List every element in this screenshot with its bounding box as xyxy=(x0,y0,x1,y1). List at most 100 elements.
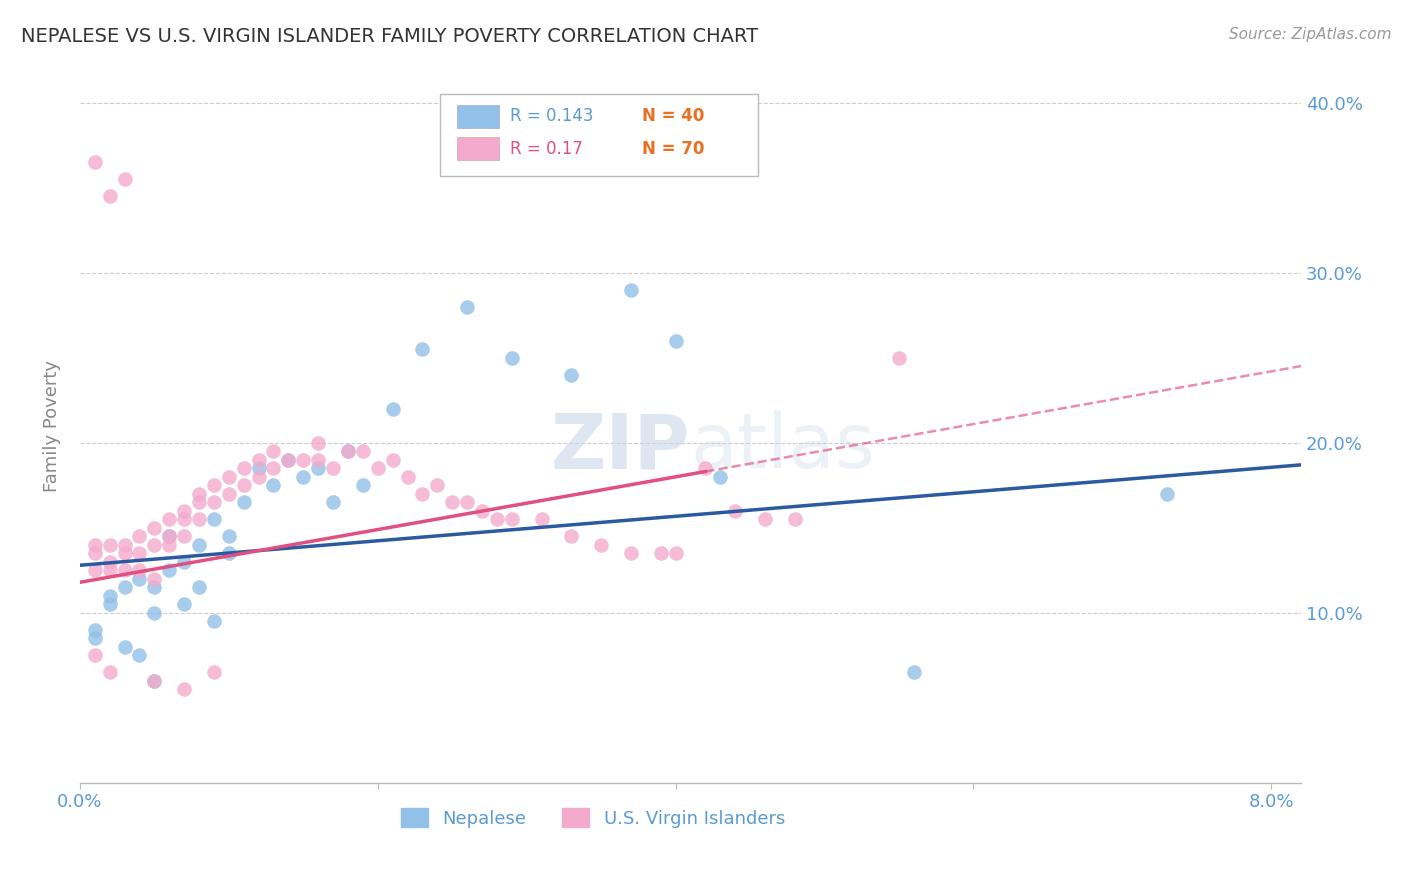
Point xyxy=(173,555,195,569)
Point xyxy=(292,452,315,467)
Point xyxy=(336,444,359,458)
Point xyxy=(307,461,329,475)
Point xyxy=(709,470,731,484)
Point xyxy=(114,538,136,552)
Point xyxy=(783,512,806,526)
Point xyxy=(202,512,225,526)
Text: ZIP: ZIP xyxy=(551,410,690,484)
Point xyxy=(263,478,285,492)
Point xyxy=(903,665,925,680)
Point xyxy=(114,581,136,595)
Point xyxy=(202,495,225,509)
Text: N = 40: N = 40 xyxy=(641,107,704,126)
Point xyxy=(188,495,211,509)
Point xyxy=(650,546,672,560)
Point xyxy=(157,529,180,543)
FancyBboxPatch shape xyxy=(457,105,499,128)
Point xyxy=(114,546,136,560)
Point xyxy=(665,334,688,348)
Point xyxy=(157,512,180,526)
Point xyxy=(114,172,136,186)
Point xyxy=(143,538,166,552)
Point xyxy=(232,495,254,509)
Point xyxy=(485,512,508,526)
Point xyxy=(620,546,643,560)
Point xyxy=(143,606,166,620)
Point xyxy=(173,529,195,543)
Point xyxy=(411,487,433,501)
Point xyxy=(128,563,150,577)
Point xyxy=(307,435,329,450)
Point xyxy=(411,343,433,357)
Point xyxy=(367,461,389,475)
Point xyxy=(620,283,643,297)
Point xyxy=(98,538,121,552)
Point xyxy=(202,615,225,629)
Point xyxy=(173,598,195,612)
Point xyxy=(336,444,359,458)
Point xyxy=(83,623,105,637)
Point xyxy=(396,470,419,484)
Point xyxy=(173,504,195,518)
Point xyxy=(157,538,180,552)
Text: NEPALESE VS U.S. VIRGIN ISLANDER FAMILY POVERTY CORRELATION CHART: NEPALESE VS U.S. VIRGIN ISLANDER FAMILY … xyxy=(21,27,758,45)
Point xyxy=(247,461,270,475)
Point xyxy=(83,632,105,646)
Point xyxy=(322,495,344,509)
Point xyxy=(173,512,195,526)
Point xyxy=(695,461,717,475)
Text: atlas: atlas xyxy=(690,410,876,484)
Y-axis label: Family Poverty: Family Poverty xyxy=(44,359,60,491)
Point xyxy=(202,478,225,492)
Point xyxy=(98,589,121,603)
Point xyxy=(157,563,180,577)
Point xyxy=(591,538,613,552)
Point xyxy=(263,444,285,458)
Point xyxy=(456,495,478,509)
Point xyxy=(218,487,240,501)
Point xyxy=(143,581,166,595)
Point xyxy=(173,682,195,697)
Point xyxy=(157,529,180,543)
Point xyxy=(456,300,478,314)
Point xyxy=(128,529,150,543)
FancyBboxPatch shape xyxy=(457,137,499,160)
Point xyxy=(501,351,523,365)
Point xyxy=(263,461,285,475)
Point xyxy=(83,648,105,663)
Point xyxy=(352,478,374,492)
Point xyxy=(114,563,136,577)
Text: Source: ZipAtlas.com: Source: ZipAtlas.com xyxy=(1229,27,1392,42)
Point xyxy=(143,673,166,688)
Point xyxy=(441,495,464,509)
Point xyxy=(98,555,121,569)
Point xyxy=(218,529,240,543)
Point xyxy=(560,529,582,543)
Point xyxy=(292,470,315,484)
Point xyxy=(83,546,105,560)
Point xyxy=(143,572,166,586)
Point xyxy=(114,640,136,654)
Point xyxy=(381,452,404,467)
Point xyxy=(530,512,553,526)
Point xyxy=(83,563,105,577)
Point xyxy=(188,581,211,595)
Point xyxy=(128,572,150,586)
Point xyxy=(232,461,254,475)
Point xyxy=(887,351,910,365)
Point xyxy=(143,521,166,535)
Point xyxy=(322,461,344,475)
Point xyxy=(247,470,270,484)
Point xyxy=(202,665,225,680)
Point xyxy=(501,512,523,526)
Point xyxy=(128,546,150,560)
Point xyxy=(143,673,166,688)
Text: R = 0.17: R = 0.17 xyxy=(510,139,582,158)
Point xyxy=(98,563,121,577)
Point xyxy=(98,665,121,680)
Point xyxy=(1156,487,1178,501)
Point xyxy=(277,452,299,467)
Point xyxy=(218,470,240,484)
Point xyxy=(128,648,150,663)
Point xyxy=(665,546,688,560)
